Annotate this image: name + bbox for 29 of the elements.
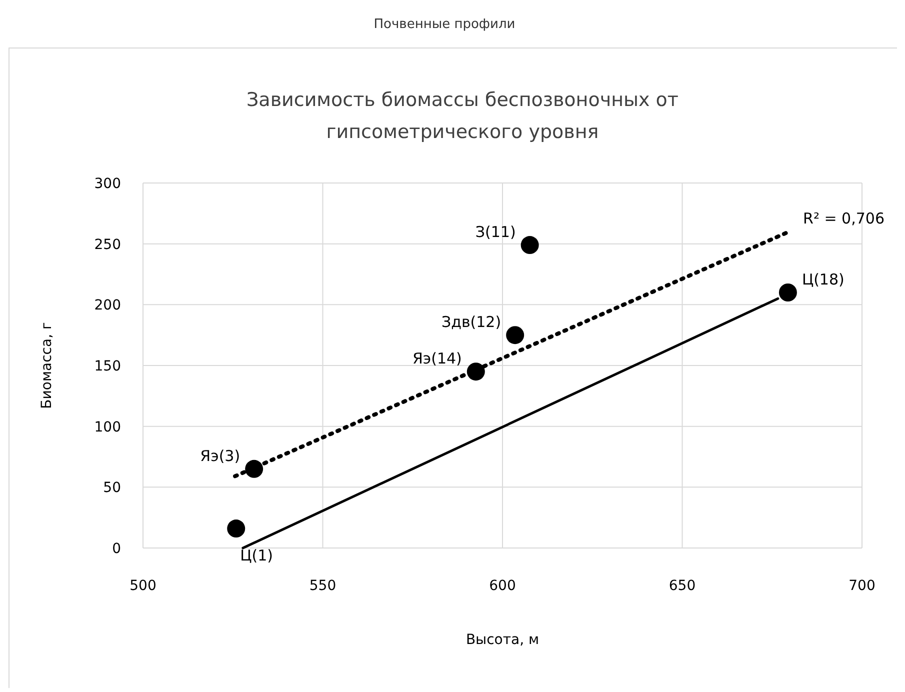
point — [245, 460, 264, 478]
y-tick-label: 200 — [94, 298, 121, 314]
annotation: Здв(12) — [441, 313, 502, 332]
y-tick-label: 250 — [94, 236, 121, 253]
chart-title: Зависимость биомассы беспозвоночных от гипсометрического уровня — [246, 89, 678, 143]
annotation: Ц(18) — [802, 270, 844, 288]
text: Почвенные профили — [374, 17, 516, 32]
x-tick-label: 550 — [309, 578, 336, 594]
annotation: Ц(1) — [240, 546, 274, 565]
point — [227, 520, 246, 538]
x-tick-label: 500 — [130, 578, 156, 594]
annotation: Яэ(14) — [412, 350, 462, 368]
y-tick-label: 150 — [94, 358, 121, 374]
x-tick-label: 600 — [489, 578, 516, 594]
point — [778, 284, 797, 302]
point — [506, 326, 524, 344]
x-tick-label: 650 — [668, 578, 696, 594]
y-tick-label: 0 — [112, 541, 121, 557]
y-tick-label: 50 — [103, 480, 121, 496]
y-axis-title: Биомасса, г — [39, 322, 55, 409]
y-tick-label: 100 — [94, 419, 121, 436]
annotation: R² = 0,706 — [803, 210, 885, 228]
y-tick-label: 300 — [94, 176, 121, 192]
x-axis-title: Высота, м — [466, 632, 540, 648]
point — [466, 362, 485, 381]
annotation: Яэ(3) — [200, 446, 240, 465]
point — [520, 236, 539, 254]
x-tick-label: 700 — [848, 578, 876, 594]
annotation: З(11) — [475, 223, 516, 242]
